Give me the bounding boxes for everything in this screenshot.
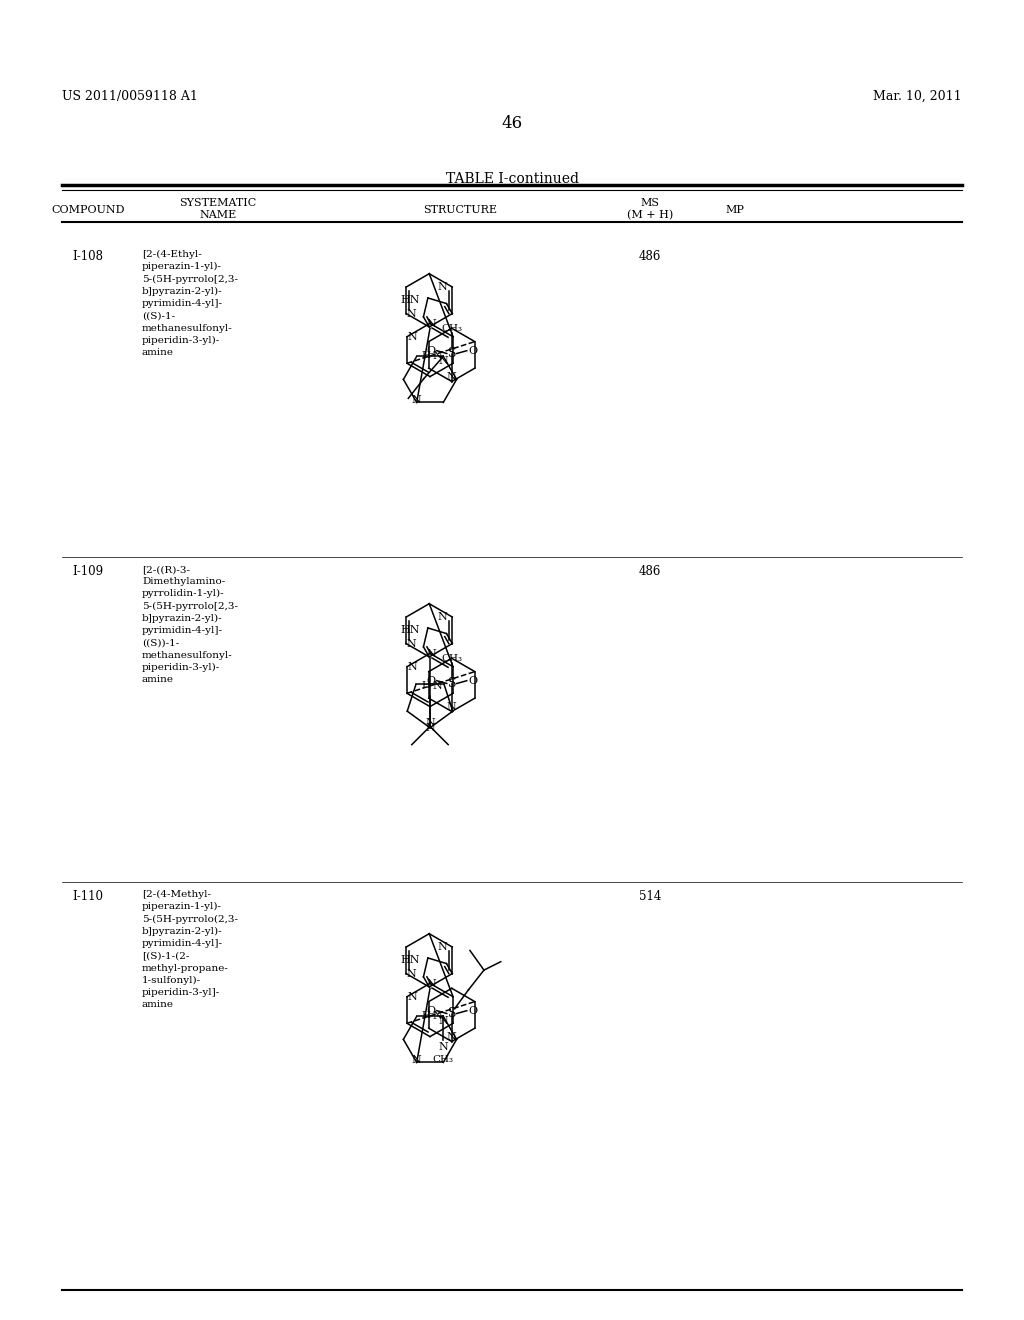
Text: N: N	[438, 1043, 449, 1052]
Text: N: N	[437, 942, 447, 952]
Text: N: N	[433, 1011, 442, 1020]
Text: O: O	[468, 346, 477, 355]
Text: CH₃: CH₃	[441, 653, 462, 663]
Text: STRUCTURE: STRUCTURE	[423, 205, 497, 215]
Text: N: N	[438, 1016, 449, 1027]
Text: N: N	[408, 661, 417, 672]
Text: N: N	[426, 319, 436, 330]
Text: CH₃: CH₃	[433, 1055, 454, 1064]
Text: HN: HN	[400, 954, 420, 965]
Text: H: H	[422, 351, 431, 360]
Text: N: N	[446, 371, 457, 381]
Text: H: H	[422, 1011, 431, 1020]
Text: N: N	[407, 639, 416, 648]
Text: O: O	[426, 676, 435, 685]
Text: N: N	[437, 612, 447, 622]
Text: I-109: I-109	[73, 565, 103, 578]
Text: N: N	[412, 396, 422, 405]
Text: 486: 486	[639, 249, 662, 263]
Text: N: N	[408, 991, 417, 1002]
Text: N: N	[433, 681, 442, 690]
Text: MP: MP	[726, 205, 744, 215]
Text: CH₃: CH₃	[441, 323, 462, 333]
Text: N: N	[425, 718, 435, 727]
Text: (M + H): (M + H)	[627, 210, 673, 220]
Text: N: N	[408, 331, 417, 342]
Text: O: O	[468, 676, 477, 685]
Text: O: O	[426, 346, 435, 355]
Text: N: N	[426, 649, 436, 660]
Text: N: N	[425, 723, 435, 734]
Text: TABLE I-continued: TABLE I-continued	[445, 172, 579, 186]
Text: SYSTEMATIC: SYSTEMATIC	[179, 198, 257, 209]
Text: N: N	[412, 1056, 422, 1065]
Text: N: N	[407, 309, 416, 318]
Text: S: S	[447, 1007, 456, 1020]
Text: 486: 486	[639, 565, 662, 578]
Text: O: O	[468, 1006, 477, 1015]
Text: N: N	[446, 1031, 457, 1041]
Text: N: N	[426, 979, 436, 990]
Text: MS: MS	[640, 198, 659, 209]
Text: H: H	[422, 681, 431, 690]
Text: I-110: I-110	[73, 890, 103, 903]
Text: S: S	[447, 677, 456, 690]
Text: N: N	[407, 969, 416, 978]
Text: [2-(4-Methyl-
piperazin-1-yl)-
5-(5H-pyrrolo(2,3-
b]pyrazin-2-yl)-
pyrimidin-4-y: [2-(4-Methyl- piperazin-1-yl)- 5-(5H-pyr…	[142, 890, 238, 1010]
Text: HN: HN	[400, 624, 420, 635]
Text: 46: 46	[502, 115, 522, 132]
Text: N: N	[446, 701, 457, 711]
Text: N: N	[433, 351, 442, 360]
Text: S: S	[447, 347, 456, 360]
Text: [2-(4-Ethyl-
piperazin-1-yl)-
5-(5H-pyrrolo[2,3-
b]pyrazin-2-yl)-
pyrimidin-4-yl: [2-(4-Ethyl- piperazin-1-yl)- 5-(5H-pyrr…	[142, 249, 238, 356]
Text: N: N	[437, 282, 447, 292]
Text: N: N	[438, 356, 449, 367]
Text: Mar. 10, 2011: Mar. 10, 2011	[873, 90, 962, 103]
Text: [2-((R)-3-
Dimethylamino-
pyrrolidin-1-yl)-
5-(5H-pyrrolo[2,3-
b]pyrazin-2-yl)-
: [2-((R)-3- Dimethylamino- pyrrolidin-1-y…	[142, 565, 238, 684]
Text: HN: HN	[400, 294, 420, 305]
Text: NAME: NAME	[200, 210, 237, 220]
Text: I-108: I-108	[73, 249, 103, 263]
Text: US 2011/0059118 A1: US 2011/0059118 A1	[62, 90, 198, 103]
Text: O: O	[426, 1006, 435, 1015]
Text: 514: 514	[639, 890, 662, 903]
Text: COMPOUND: COMPOUND	[51, 205, 125, 215]
